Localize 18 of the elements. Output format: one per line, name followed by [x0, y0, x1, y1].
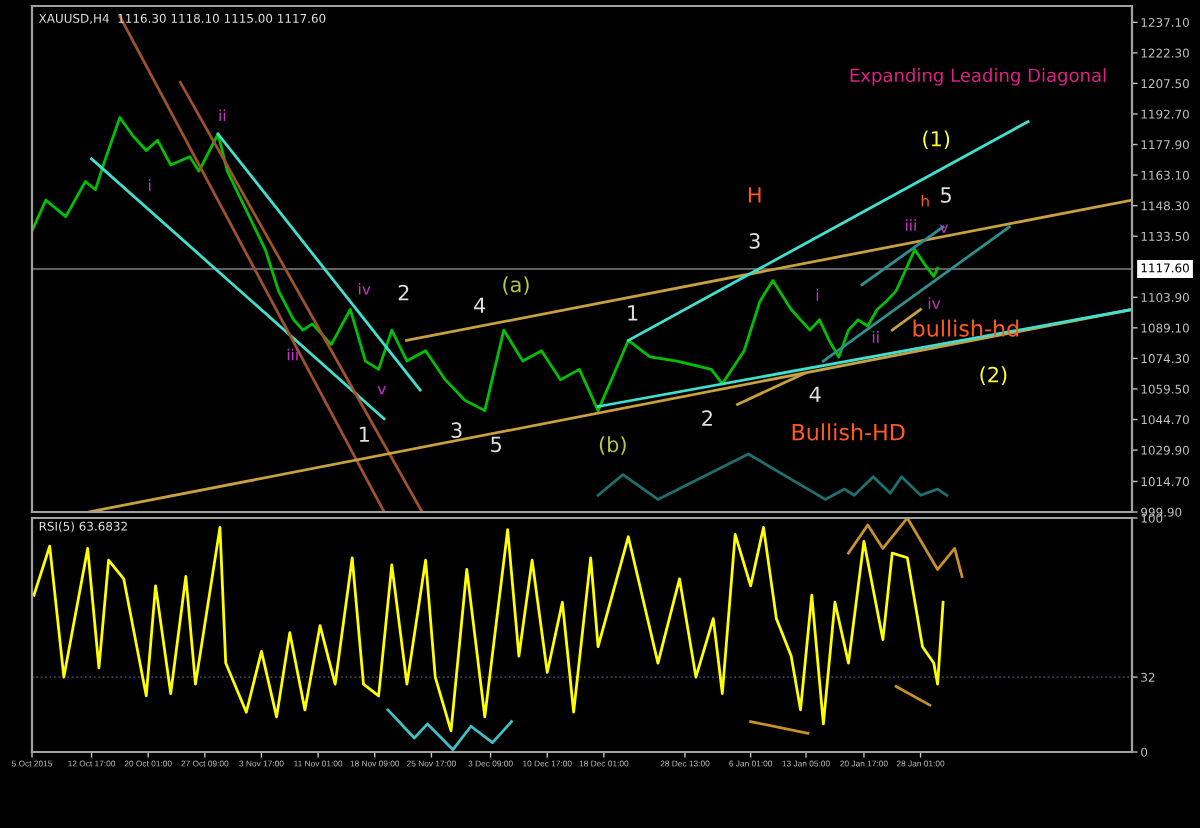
annotation: 4 — [474, 297, 486, 313]
annotation: 4 — [809, 386, 821, 402]
annotation: 1 — [628, 305, 638, 321]
annotation: 2 — [702, 410, 712, 426]
annotation: (2) — [980, 366, 1007, 385]
annotation: bullish-hd — [913, 319, 1019, 337]
annotation: (a) — [503, 276, 529, 295]
annotation: 5 — [491, 436, 502, 453]
annotation: Expanding Leading Diagonal — [850, 68, 1106, 86]
annotation: (b) — [599, 436, 626, 455]
annotation: 1 — [359, 426, 369, 442]
annotation: Bullish-HD — [792, 423, 905, 441]
annotation: (1) — [923, 130, 950, 150]
annotation: 2 — [398, 284, 409, 301]
annotation: 3 — [749, 233, 760, 249]
annotation: H — [748, 187, 761, 203]
annotation: 5 — [941, 187, 951, 203]
annotation: 3 — [451, 422, 462, 439]
